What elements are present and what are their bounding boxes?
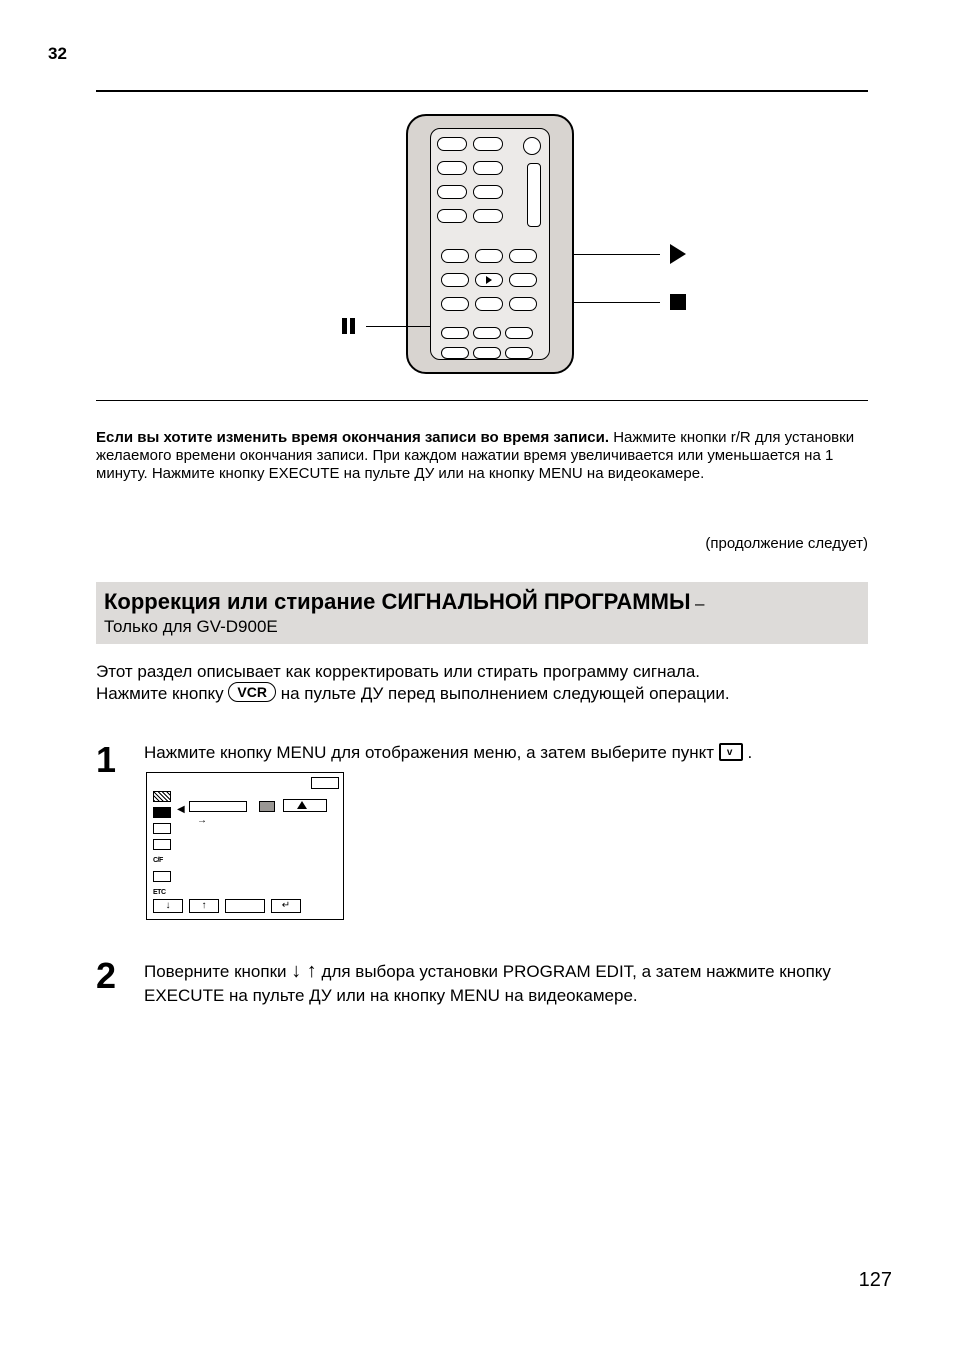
osd-side-icon <box>153 823 171 834</box>
remote-button <box>441 327 469 339</box>
diagram-bottom-rule <box>96 400 868 401</box>
remote-button <box>437 161 467 175</box>
osd-field <box>189 801 247 812</box>
step-number: 1 <box>96 742 126 921</box>
step-2: 2 Поверните кнопки ↓ ↑ для выбора устано… <box>96 958 868 1014</box>
section-heading-band: Коррекция или стирание СИГНАЛЬНОЙ ПРОГРА… <box>96 582 868 644</box>
vcr-capsule-icon: VCR <box>228 682 276 702</box>
remote-button <box>509 249 537 263</box>
remote-button <box>437 185 467 199</box>
osd-bar <box>259 801 275 812</box>
remote-button <box>473 347 501 359</box>
arrow-down-up-icon: ↓ ↑ <box>291 960 317 982</box>
osd-bottom-buttons: ↓ ↑ ↵ <box>153 899 301 913</box>
remote-button <box>441 249 469 263</box>
play-icon <box>670 244 686 268</box>
leader-line <box>574 302 660 303</box>
remote-diagram <box>96 100 868 400</box>
osd-side-label: C/F <box>153 855 171 869</box>
section-title: Коррекция или стирание СИГНАЛЬНОЙ ПРОГРА… <box>104 589 690 614</box>
page: 32 <box>0 0 954 1352</box>
step-1: 1 Нажмите кнопку MENU для отображения ме… <box>96 742 868 921</box>
osd-return-button: ↵ <box>271 899 301 913</box>
remote-button <box>509 297 537 311</box>
remote-button <box>473 161 503 175</box>
remote-power-button <box>523 137 541 155</box>
remote-button <box>441 297 469 311</box>
step2-text-pre: Поверните кнопки <box>144 962 291 981</box>
step1-text: Нажмите кнопку MENU для отображения меню… <box>144 743 719 762</box>
osd-side-icon <box>153 839 171 850</box>
header-rule <box>96 90 868 92</box>
page-number-bottom: 127 <box>859 1269 892 1292</box>
section-intro: Этот раздел описывает как корректировать… <box>96 662 868 704</box>
osd-arrow-icon: → <box>197 815 207 826</box>
remote-button <box>473 137 503 151</box>
step-body: Нажмите кнопку MENU для отображения меню… <box>144 742 868 921</box>
remote-button <box>437 209 467 223</box>
step1-text-post: . <box>748 743 753 762</box>
leader-line <box>366 326 430 327</box>
pause-icon <box>342 318 347 338</box>
section-title-tail: – <box>695 594 704 613</box>
menu-v-icon <box>719 743 743 761</box>
osd-side-icon <box>153 871 171 882</box>
note-title: Если вы хотите изменить время окончания … <box>96 429 613 446</box>
osd-caret-icon: ◀ <box>177 804 185 815</box>
remote-button <box>437 137 467 151</box>
remote-button <box>475 249 503 263</box>
osd-menu-screenshot: C/F ETC ◀ → ↓ ↑ ↵ <box>146 772 344 920</box>
remote-button <box>509 273 537 287</box>
remote-button <box>441 347 469 359</box>
remote-button <box>441 273 469 287</box>
remote-play-button <box>475 273 503 287</box>
intro-pre: Этот раздел описывает как корректировать… <box>96 662 700 681</box>
section-subtitle: Только для GV-D900E <box>104 617 278 636</box>
remote-control <box>406 114 574 374</box>
osd-side-icon-selected <box>153 807 171 818</box>
continued-label: (продолжение следует) <box>96 535 868 552</box>
remote-button <box>473 209 503 223</box>
step-body: Поверните кнопки ↓ ↑ для выбора установк… <box>144 958 868 1014</box>
leader-line <box>574 254 660 255</box>
remote-button <box>475 297 503 311</box>
stop-icon <box>670 294 686 314</box>
remote-button <box>505 327 533 339</box>
osd-blank-button <box>225 899 265 913</box>
step-number: 2 <box>96 958 126 1014</box>
remote-bottom-buttons <box>441 327 533 363</box>
osd-triangle-icon <box>297 801 307 809</box>
osd-side-icons: C/F ETC <box>153 791 171 901</box>
osd-corner-box <box>311 777 339 789</box>
osd-up-button: ↑ <box>189 899 219 913</box>
remote-transport-buttons <box>441 249 537 315</box>
osd-side-icon <box>153 791 171 802</box>
page-number-top: 32 <box>48 44 67 64</box>
remote-button <box>473 185 503 199</box>
osd-down-button: ↓ <box>153 899 183 913</box>
remote-button <box>473 327 501 339</box>
change-end-time-note: Если вы хотите изменить время окончания … <box>96 429 868 483</box>
remote-panel <box>430 128 550 360</box>
intro-post: на пульте ДУ перед выполнением следующей… <box>281 684 730 703</box>
remote-top-buttons <box>437 137 503 227</box>
remote-button <box>505 347 533 359</box>
remote-slider <box>527 163 541 227</box>
